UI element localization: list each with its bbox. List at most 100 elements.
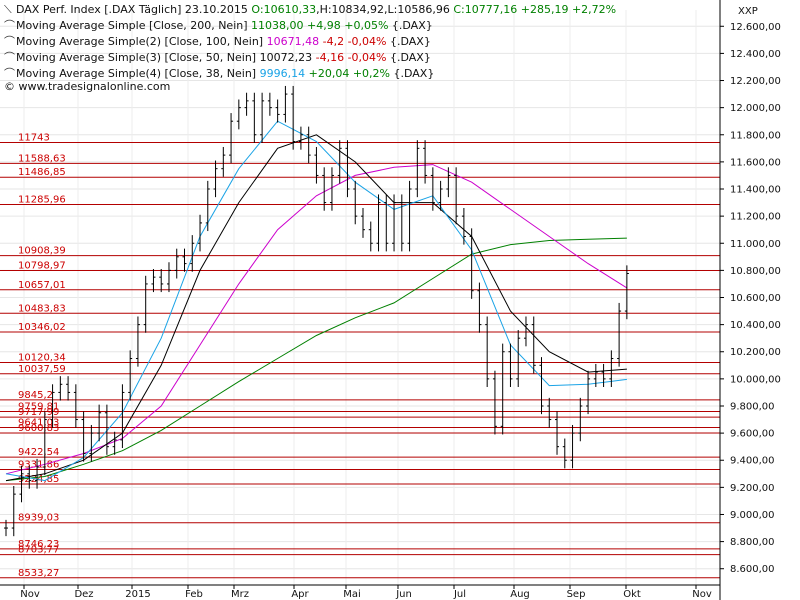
ma50-change-pct: -0,04% xyxy=(347,51,387,64)
x-tick-label: Mrz xyxy=(231,589,249,600)
y-tick-label: 10.800,00 xyxy=(730,266,781,277)
level-label: 9600,83 xyxy=(18,423,59,434)
level-label: 10908,39 xyxy=(18,246,66,257)
open-value: O:10610,33 xyxy=(251,3,317,16)
y-tick-label: 10.000,00 xyxy=(730,374,781,385)
ma100-icon: ⌒ xyxy=(4,35,15,48)
low-value: L:10586,96 xyxy=(387,3,450,16)
legend-ma50-row: ⌒Moving Average Simple(3) [Close, 50, Ne… xyxy=(4,50,616,66)
ma100-line xyxy=(5,164,628,475)
y-tick-label: 10.200,00 xyxy=(730,347,781,358)
y-tick-label: 12.000,00 xyxy=(730,103,781,114)
ma200-value: 11038,00 xyxy=(251,19,304,32)
chart-legend: ⟍ DAX Perf. Index [.DAX Täglich] 23.10.20… xyxy=(4,2,616,82)
y-tick-label: 8.800,00 xyxy=(730,537,775,548)
change-value: +285,19 xyxy=(520,3,569,16)
ma50-change: -4,16 xyxy=(315,51,345,64)
level-label: 10037,59 xyxy=(18,364,66,375)
x-tick-label: Dez xyxy=(74,589,93,600)
level-label: 8939,03 xyxy=(18,513,59,524)
level-label: 9845,2 xyxy=(18,390,53,401)
close-value: C:10777,16 xyxy=(453,3,518,16)
ma200-icon: ⌒ xyxy=(4,19,15,32)
y-unit-label: XXP xyxy=(738,6,758,17)
ma50-value: 10072,23 xyxy=(259,51,313,64)
level-label: 11486,85 xyxy=(18,167,66,178)
y-tick-label: 12.600,00 xyxy=(730,22,781,33)
x-tick-label: Nov xyxy=(692,589,712,600)
ma200-suffix: {.DAX} xyxy=(391,19,433,32)
ma38-line xyxy=(5,120,627,482)
ma50-line xyxy=(5,134,627,482)
level-label: 9641,03 xyxy=(18,418,59,429)
x-tick-label: Okt xyxy=(623,589,641,600)
ma38-name: Moving Average Simple(4) [Close, 38, Nei… xyxy=(16,67,257,80)
x-tick-label: 2015 xyxy=(125,589,150,600)
legend-ma38-row: ⌒Moving Average Simple(4) [Close, 38, Ne… xyxy=(4,66,616,82)
y-tick-label: 9.400,00 xyxy=(730,456,775,467)
ma200-line xyxy=(5,237,627,482)
ma38-icon: ⌒ xyxy=(4,67,15,80)
ma200-change: +4,98 xyxy=(307,19,341,32)
level-label: 11285,96 xyxy=(18,194,66,205)
legend-ma100-row: ⌒Moving Average Simple(2) [Close, 100, N… xyxy=(4,34,616,50)
ma100-change: -4,2 xyxy=(322,35,345,48)
change-pct-value: +2,72% xyxy=(571,3,617,16)
ma38-value: 9996,14 xyxy=(259,67,306,80)
level-label: 10346,02 xyxy=(18,322,66,333)
level-lines-layer: 11743 11588,63 11486,85 11285,96 10908,39 107… xyxy=(0,132,720,579)
x-tick-label: Nov xyxy=(20,589,40,600)
y-tick-label: 12.400,00 xyxy=(730,49,781,60)
level-label: 10657,01 xyxy=(18,280,66,291)
series-layer xyxy=(4,85,629,537)
y-tick-label: 9.600,00 xyxy=(730,429,775,440)
y-tick-label: 9.000,00 xyxy=(730,510,775,521)
ma100-value: 10671,48 xyxy=(266,35,320,48)
legend-ma200-row: ⌒Moving Average Simple [Close, 200, Nein… xyxy=(4,18,616,34)
level-label: 9331,86 xyxy=(18,459,59,470)
ma50-name: Moving Average Simple(3) [Close, 50, Nei… xyxy=(16,51,257,64)
ma100-name: Moving Average Simple(2) [Close, 100, Ne… xyxy=(16,35,264,48)
y-tick-label: 11.000,00 xyxy=(730,239,781,250)
level-label: 8703,77 xyxy=(18,545,59,556)
level-label: 9759,81 xyxy=(18,401,59,412)
y-tick-label: 11.400,00 xyxy=(730,185,781,196)
y-tick-label: 10.600,00 xyxy=(730,293,781,304)
x-tick-label: Sep xyxy=(567,589,586,600)
y-tick-label: 10.400,00 xyxy=(730,320,781,331)
ma200-change-pct: +0,05% xyxy=(344,19,389,32)
ma38-suffix: {.DAX} xyxy=(393,67,435,80)
y-tick-label: 11.200,00 xyxy=(730,212,781,223)
level-label: 8746,23 xyxy=(18,539,59,550)
x-tick-label: Apr xyxy=(291,589,309,600)
x-tick-label: Jul xyxy=(453,589,466,600)
ma50-icon: ⌒ xyxy=(4,51,15,64)
high-value: H:10834,92 xyxy=(319,3,385,16)
level-label: 9717,99 xyxy=(18,407,59,418)
watermark: © www.tradesignalonline.com xyxy=(4,80,171,93)
level-label: 10798,97 xyxy=(18,261,66,272)
y-tick-label: 12.200,00 xyxy=(730,76,781,87)
y-tick-label: 11.800,00 xyxy=(730,130,781,141)
legend-price-row: ⟍ DAX Perf. Index [.DAX Täglich] 23.10.20… xyxy=(4,3,617,16)
level-label: 9422,54 xyxy=(18,447,59,458)
chart-title: DAX Perf. Index [.DAX Täglich] xyxy=(16,3,182,16)
y-tick-label: 11.600,00 xyxy=(730,157,781,168)
ma100-suffix: {.DAX} xyxy=(390,35,431,48)
y-tick-label: 9.200,00 xyxy=(730,483,775,494)
level-label: 8533,27 xyxy=(18,568,59,579)
chart-date: 23.10.2015 xyxy=(184,3,248,16)
ma38-change-pct: +0,2% xyxy=(352,67,390,80)
x-tick-label: Mai xyxy=(343,589,361,600)
ma38-change: +20,04 xyxy=(308,67,350,80)
y-axis: XXP 12.600,00 12.400,00 12.200,00 12.000,00 1… xyxy=(719,0,781,600)
x-axis: Nov Dez 2015 Feb Mrz Apr Mai Jun Jul Aug Sep Okt Nov xyxy=(0,584,720,600)
price-series-icon: ⟍ xyxy=(4,3,12,16)
ma100-change-pct: -0,04% xyxy=(347,35,387,48)
level-label: 10120,34 xyxy=(18,353,66,364)
x-tick-label: Aug xyxy=(510,589,530,600)
y-tick-label: 9.800,00 xyxy=(730,401,775,412)
